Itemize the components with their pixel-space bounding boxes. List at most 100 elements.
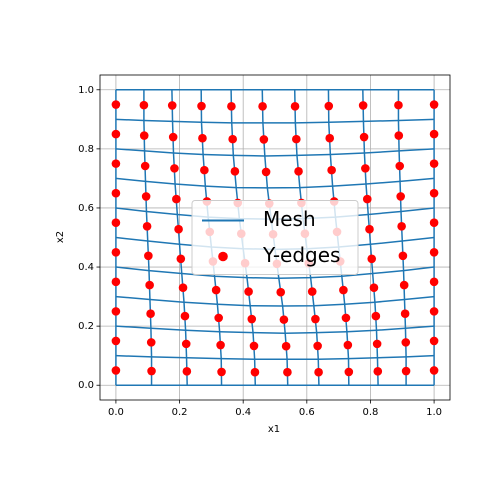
x-tick-label: 1.0 <box>426 407 442 418</box>
y-edge-point <box>216 340 225 350</box>
y-tick-label: 0.6 <box>78 203 94 214</box>
y-edge-point <box>401 338 411 347</box>
y-edge-point <box>369 283 379 293</box>
y-edge-point <box>180 311 190 321</box>
y-edge-point <box>139 100 149 110</box>
y-edge-point <box>394 131 404 140</box>
legend-label: Y-edges <box>262 243 340 267</box>
y-edge-point <box>227 102 236 111</box>
y-edge-point <box>111 100 121 109</box>
y-edge-point <box>244 287 253 296</box>
y-edge-point <box>111 277 121 287</box>
y-edge-point <box>228 134 237 144</box>
y-edge-point <box>373 367 383 376</box>
y-edge-point <box>311 314 320 324</box>
y-edge-point <box>181 339 191 349</box>
y-edge-point <box>371 311 381 321</box>
y-edge-point <box>111 247 121 257</box>
x-tick-label: 0.6 <box>299 407 315 418</box>
legend-swatch <box>218 251 228 262</box>
y-edge-point <box>261 167 271 177</box>
y-edge-point <box>400 309 410 319</box>
y-edge-point <box>283 367 292 377</box>
y-edge-point <box>343 340 353 350</box>
y-edge-point <box>147 366 156 376</box>
mesh-line-vertical <box>397 89 407 386</box>
mesh-line-vertical <box>362 89 379 386</box>
y-tick-label: 1.0 <box>78 85 94 96</box>
y-edge-point <box>398 251 408 261</box>
y-edge-point <box>170 164 179 173</box>
y-edge-point <box>200 165 209 175</box>
y-edge-point <box>429 100 439 109</box>
y-edge-point <box>111 307 121 316</box>
x-axis-label: x1 <box>268 424 280 435</box>
y-edge-point <box>176 254 186 264</box>
y-edge-point <box>142 221 152 231</box>
y-edge-point <box>259 135 269 144</box>
y-tick-label: 0.8 <box>78 144 94 155</box>
y-edge-point <box>258 102 267 111</box>
y-edge-point <box>217 367 226 377</box>
y-edge-point <box>146 338 156 347</box>
y-edge-point <box>327 165 336 175</box>
mesh-line-vertical <box>171 89 188 386</box>
y-edge-point <box>429 336 439 346</box>
y-edge-point <box>429 307 439 316</box>
y-edge-point <box>313 341 322 351</box>
y-edge-point <box>359 132 369 142</box>
y-edge-point <box>214 313 223 323</box>
mesh-line-vertical <box>143 89 153 386</box>
y-edge-point <box>401 366 411 376</box>
y-edge-point <box>395 161 405 171</box>
y-edge-point <box>429 277 439 287</box>
y-edge-point <box>198 133 207 143</box>
y-edge-point <box>339 285 348 295</box>
y-edge-point <box>344 367 354 377</box>
y-edge-point <box>250 367 260 377</box>
y-edge-point <box>429 366 439 375</box>
legend-box <box>191 200 359 275</box>
y-edge-point <box>399 280 409 290</box>
y-edge-point <box>365 224 374 234</box>
y-edge-point <box>230 167 240 176</box>
y-edge-point <box>429 218 439 228</box>
y-edge-point <box>172 194 181 204</box>
x-tick-label: 0.4 <box>235 407 251 418</box>
x-tick-label: 0.0 <box>108 407 124 418</box>
y-edge-point <box>429 159 439 168</box>
y-edge-point <box>307 287 317 296</box>
y-edge-point <box>367 254 377 264</box>
y-edge-point <box>111 218 121 228</box>
y-edge-point <box>341 313 351 323</box>
y-edge-point <box>294 167 303 176</box>
y-edge-point <box>174 224 183 234</box>
y-edge-point <box>362 194 372 204</box>
y-edge-point <box>144 251 153 261</box>
y-edge-point <box>429 247 439 257</box>
y-edge-point <box>249 341 259 351</box>
y-edge-point <box>325 133 335 143</box>
y-edge-point <box>290 102 300 111</box>
y-edge-point <box>394 100 403 110</box>
y-edge-point <box>111 188 121 198</box>
y-tick-label: 0.2 <box>78 321 94 332</box>
y-edge-point <box>141 192 151 201</box>
y-edge-point <box>279 315 289 324</box>
y-edge-point <box>372 339 382 349</box>
y-edge-point <box>111 366 121 375</box>
y-tick-label: 0.4 <box>78 262 94 273</box>
axes-frame <box>99 74 451 401</box>
y-edge-point <box>167 101 177 110</box>
y-edge-point <box>211 285 221 295</box>
y-edge-point <box>358 101 368 110</box>
y-edge-point <box>146 309 155 319</box>
y-axis-label: x2 <box>55 231 66 243</box>
y-tick-label: 0.0 <box>78 380 94 391</box>
y-edge-point <box>182 367 192 376</box>
y-edge-point <box>361 164 370 173</box>
x-tick-label: 0.2 <box>172 407 188 418</box>
y-edge-point <box>396 192 405 201</box>
y-edge-point <box>111 159 121 168</box>
